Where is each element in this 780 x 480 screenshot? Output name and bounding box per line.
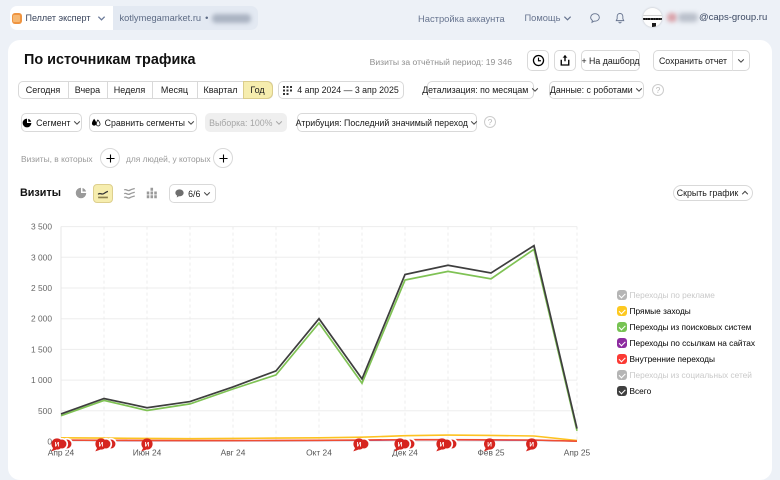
- svg-text:1 000: 1 000: [31, 375, 52, 385]
- svg-text:3 500: 3 500: [31, 222, 52, 232]
- svg-text:И: И: [529, 442, 534, 449]
- svg-text:И: И: [487, 442, 492, 449]
- svg-text:Июн 24: Июн 24: [133, 448, 162, 458]
- svg-text:И: И: [99, 442, 104, 449]
- svg-text:Фев 25: Фев 25: [477, 448, 504, 458]
- svg-text:Апр 25: Апр 25: [564, 448, 591, 458]
- svg-text:И: И: [398, 442, 403, 449]
- svg-text:Окт 24: Окт 24: [306, 448, 332, 458]
- svg-text:Авг 24: Авг 24: [221, 448, 246, 458]
- svg-text:И: И: [55, 442, 60, 449]
- svg-text:Дек 24: Дек 24: [392, 448, 418, 458]
- svg-text:500: 500: [38, 406, 52, 416]
- svg-text:3 000: 3 000: [31, 252, 52, 262]
- svg-text:Апр 24: Апр 24: [48, 448, 75, 458]
- svg-text:И: И: [357, 442, 362, 449]
- svg-text:И: И: [440, 442, 445, 449]
- svg-text:0: 0: [47, 437, 52, 447]
- svg-text:2 000: 2 000: [31, 314, 52, 324]
- svg-text:2 500: 2 500: [31, 283, 52, 293]
- svg-text:И: И: [145, 442, 150, 449]
- svg-text:1 500: 1 500: [31, 344, 52, 354]
